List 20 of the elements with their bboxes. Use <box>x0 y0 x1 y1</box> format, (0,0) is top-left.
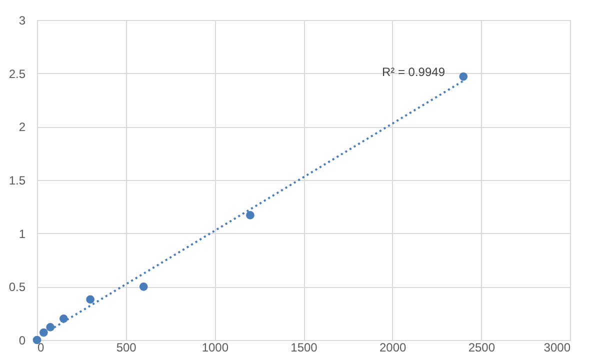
y-tick-label: 2 <box>18 120 26 134</box>
x-tick-label: 2500 <box>468 340 496 354</box>
x-tick-label: 1000 <box>202 340 229 354</box>
point <box>139 282 148 291</box>
y-tick-label: 0.5 <box>8 280 26 294</box>
x-tick-label: 1500 <box>290 340 318 354</box>
point <box>459 72 468 81</box>
y-tick-label: 3 <box>18 14 26 28</box>
y-tick-label: 1 <box>18 226 26 241</box>
y-tick-label: 1.5 <box>8 174 26 188</box>
x-tick-label: 3000 <box>544 340 571 354</box>
y-tick-label: 2.5 <box>8 66 26 81</box>
x-tick-label: 2000 <box>379 340 407 354</box>
point <box>46 323 55 332</box>
x-tick-label: 500 <box>116 340 137 354</box>
point <box>32 336 42 344</box>
point <box>246 211 254 220</box>
point <box>86 295 94 304</box>
annotation: R² = 0.9949 <box>382 65 446 79</box>
x-tick-label: 0 <box>38 340 44 354</box>
